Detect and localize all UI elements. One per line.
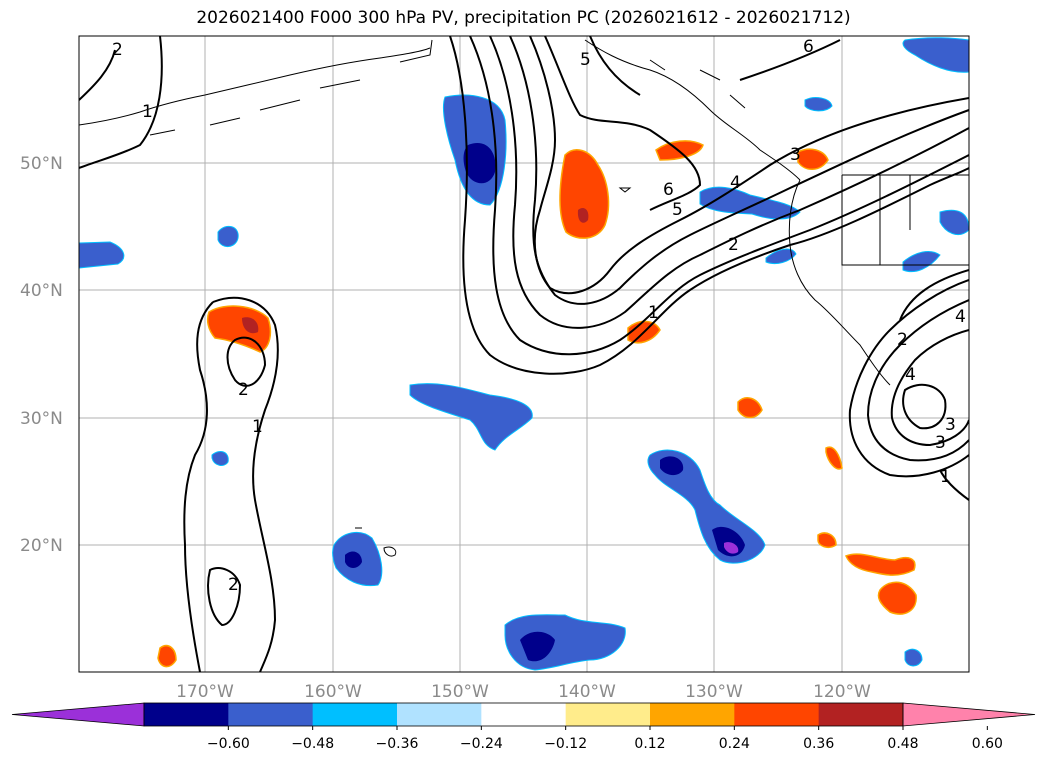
colorbar-segment (144, 703, 229, 726)
contour-label: 2 (897, 330, 908, 350)
lon-label: 120°W (813, 682, 871, 702)
lat-label: 20°N (20, 536, 63, 556)
contour-label: 4 (955, 307, 966, 327)
contour-label: 1 (252, 417, 263, 437)
colorbar-segment (565, 703, 651, 726)
contour-label-group: 2 1 5 6 6 5 4 3 2 1 2 2 1 2 4 3 3 1 4 (112, 37, 966, 595)
map-title: 2026021400 F000 300 hPa PV, precipitatio… (196, 8, 851, 28)
colorbar-tick-label: 0.36 (803, 736, 834, 752)
colorbar-segment (481, 703, 567, 726)
contour-label: 1 (648, 303, 659, 323)
colorbar-tick-label: −0.36 (376, 736, 419, 752)
contour-label: 1 (142, 102, 153, 122)
contour-label: 1 (940, 467, 951, 487)
precip-positive-areas (157, 140, 917, 668)
contour-label: 2 (112, 40, 123, 60)
colorbar-tick-label: −0.12 (544, 736, 587, 752)
colorbar-tick-label: 0.24 (719, 736, 750, 752)
longitude-labels: 170°W 160°W 150°W 140°W 130°W 120°W (176, 682, 871, 702)
colorbar-tick-label: 0.12 (634, 736, 665, 752)
colorbar-tick-label: −0.48 (291, 736, 334, 752)
colorbar-border (143, 702, 904, 727)
contour-label: 3 (790, 145, 801, 165)
precip-negative-areas (79, 37, 969, 671)
colorbar-tick-label: −0.24 (460, 736, 503, 752)
lat-label: 40°N (20, 281, 63, 301)
map-frame (78, 35, 970, 673)
lon-label: 150°W (431, 682, 489, 702)
colorbar-tick-label: 0.60 (972, 736, 1003, 752)
contour-label: 4 (905, 365, 916, 385)
colorbar-tick-label: 0.48 (887, 736, 918, 752)
contour-label: 4 (730, 173, 741, 193)
latitude-labels: 50°N 40°N 30°N 20°N (20, 154, 63, 556)
lon-label: 140°W (558, 682, 616, 702)
contour-label: 6 (803, 37, 814, 57)
colorbar-segment (397, 703, 482, 726)
colorbar-segment (650, 703, 735, 726)
coastlines (79, 39, 969, 557)
colorbar-segments (11, 702, 1036, 727)
contour-label: 6 (663, 180, 674, 200)
contour-label: 2 (728, 235, 739, 255)
lat-label: 30°N (20, 409, 63, 429)
colorbar-extend-low (11, 702, 145, 727)
lon-label: 160°W (304, 682, 362, 702)
colorbar-segment (312, 703, 398, 726)
lon-label: 170°W (176, 682, 234, 702)
contour-label: 3 (935, 433, 946, 453)
colorbar-tick-label: −0.60 (207, 736, 250, 752)
contour-label: 3 (945, 415, 956, 435)
lon-label: 130°W (685, 682, 743, 702)
colorbar: −0.60 −0.48 −0.36 −0.24 −0.12 0.12 0.24 0.36 0.4… (11, 702, 1036, 752)
map-background (79, 36, 969, 672)
colorbar-ticks: −0.60 −0.48 −0.36 −0.24 −0.12 0.12 0.24 0.36 0.4… (207, 726, 1003, 752)
colorbar-extend-high (902, 702, 1036, 727)
contour-label: 5 (672, 200, 683, 220)
colorbar-segment (228, 703, 314, 726)
contour-label: 5 (580, 50, 591, 70)
contour-label: 2 (238, 380, 249, 400)
pv-contours (79, 36, 969, 672)
colorbar-segment (734, 703, 820, 726)
lat-label: 50°N (20, 154, 63, 174)
colorbar-segment (818, 703, 904, 726)
contour-label: 2 (228, 575, 239, 595)
